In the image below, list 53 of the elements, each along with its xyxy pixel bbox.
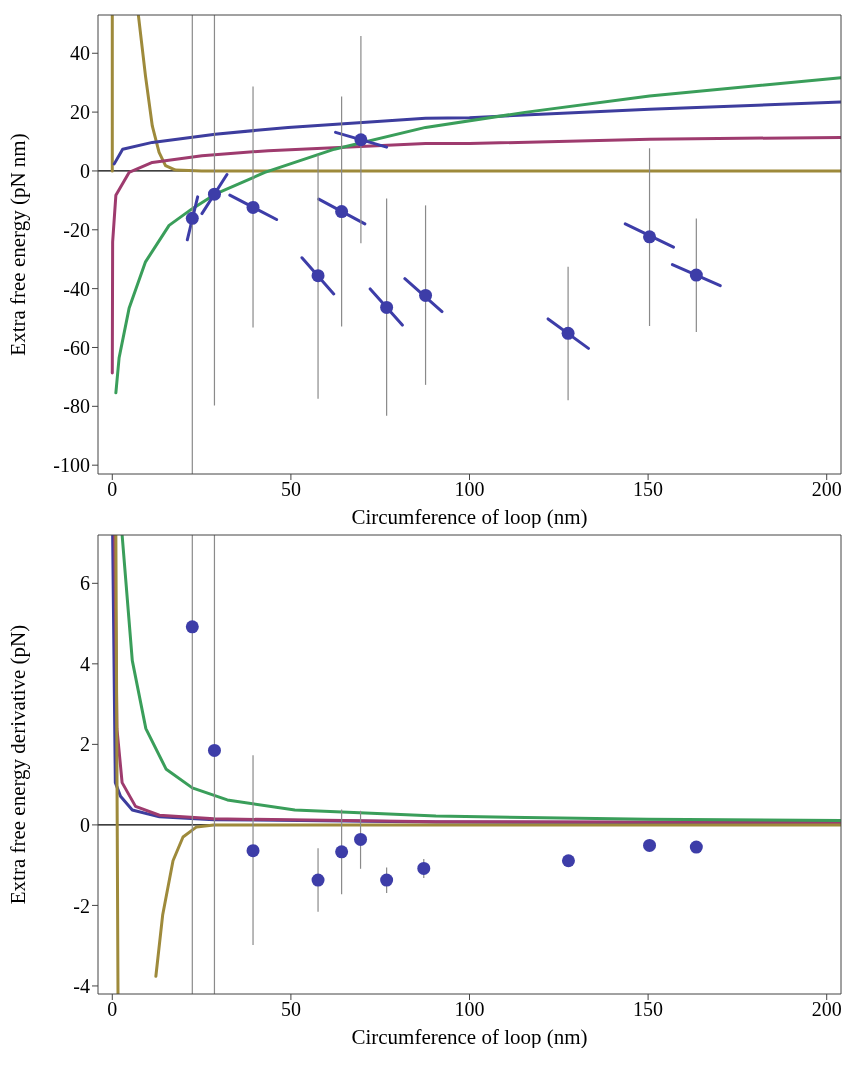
line-series — [110, 135, 841, 375]
point — [311, 873, 325, 887]
point — [185, 620, 199, 634]
x-tick-label: 50 — [280, 998, 301, 1021]
x-tick-label: 150 — [633, 998, 664, 1021]
point — [311, 269, 325, 283]
point — [335, 845, 349, 859]
y-axis-title: Extra free energy derivative (pN) — [6, 624, 31, 905]
x-axis-title: Circumference of loop (nm) — [351, 1025, 588, 1049]
point — [354, 133, 368, 147]
x-tick-label: 150 — [633, 478, 664, 501]
y-tick-label: -2 — [73, 894, 90, 917]
point — [419, 288, 433, 302]
point — [689, 840, 703, 854]
point — [643, 838, 657, 852]
line-series — [114, 76, 841, 395]
y-tick-label: 40 — [70, 42, 90, 65]
point — [246, 200, 260, 214]
x-tick-label: 200 — [811, 478, 842, 501]
point — [354, 832, 368, 846]
y-tick-label: -100 — [53, 454, 90, 477]
point — [561, 854, 575, 868]
y-tick-label: -60 — [63, 336, 90, 359]
y-tick-label: 20 — [70, 101, 90, 124]
y-tick-label: 4 — [80, 652, 90, 675]
x-tick-label: 0 — [107, 478, 118, 501]
x-tick-label: 200 — [811, 998, 842, 1021]
x-axis-title: Circumference of loop (nm) — [351, 505, 588, 529]
point — [207, 743, 221, 757]
point — [643, 230, 657, 244]
point — [246, 844, 260, 858]
x-tick-label: 100 — [454, 478, 485, 501]
y-tick-label: -80 — [63, 395, 90, 418]
point — [380, 300, 394, 314]
y-tick-label: 2 — [80, 733, 90, 756]
point — [417, 861, 431, 875]
x-tick-label: 100 — [454, 998, 485, 1021]
line-series — [112, 100, 841, 166]
y-tick-label: 0 — [80, 813, 90, 836]
point — [335, 205, 349, 219]
y-tick-label: -4 — [73, 975, 90, 998]
y-tick-label: 6 — [80, 572, 90, 595]
point — [561, 326, 575, 340]
x-tick-label: 0 — [107, 998, 118, 1021]
point — [207, 187, 221, 201]
y-tick-label: 0 — [80, 160, 90, 183]
y-tick-label: -20 — [63, 218, 90, 241]
point — [689, 268, 703, 282]
x-tick-label: 50 — [280, 478, 301, 501]
point — [185, 211, 199, 225]
y-tick-label: -40 — [63, 277, 90, 300]
point — [380, 873, 394, 887]
y-axis-title: Extra free energy (pN nm) — [6, 133, 31, 356]
